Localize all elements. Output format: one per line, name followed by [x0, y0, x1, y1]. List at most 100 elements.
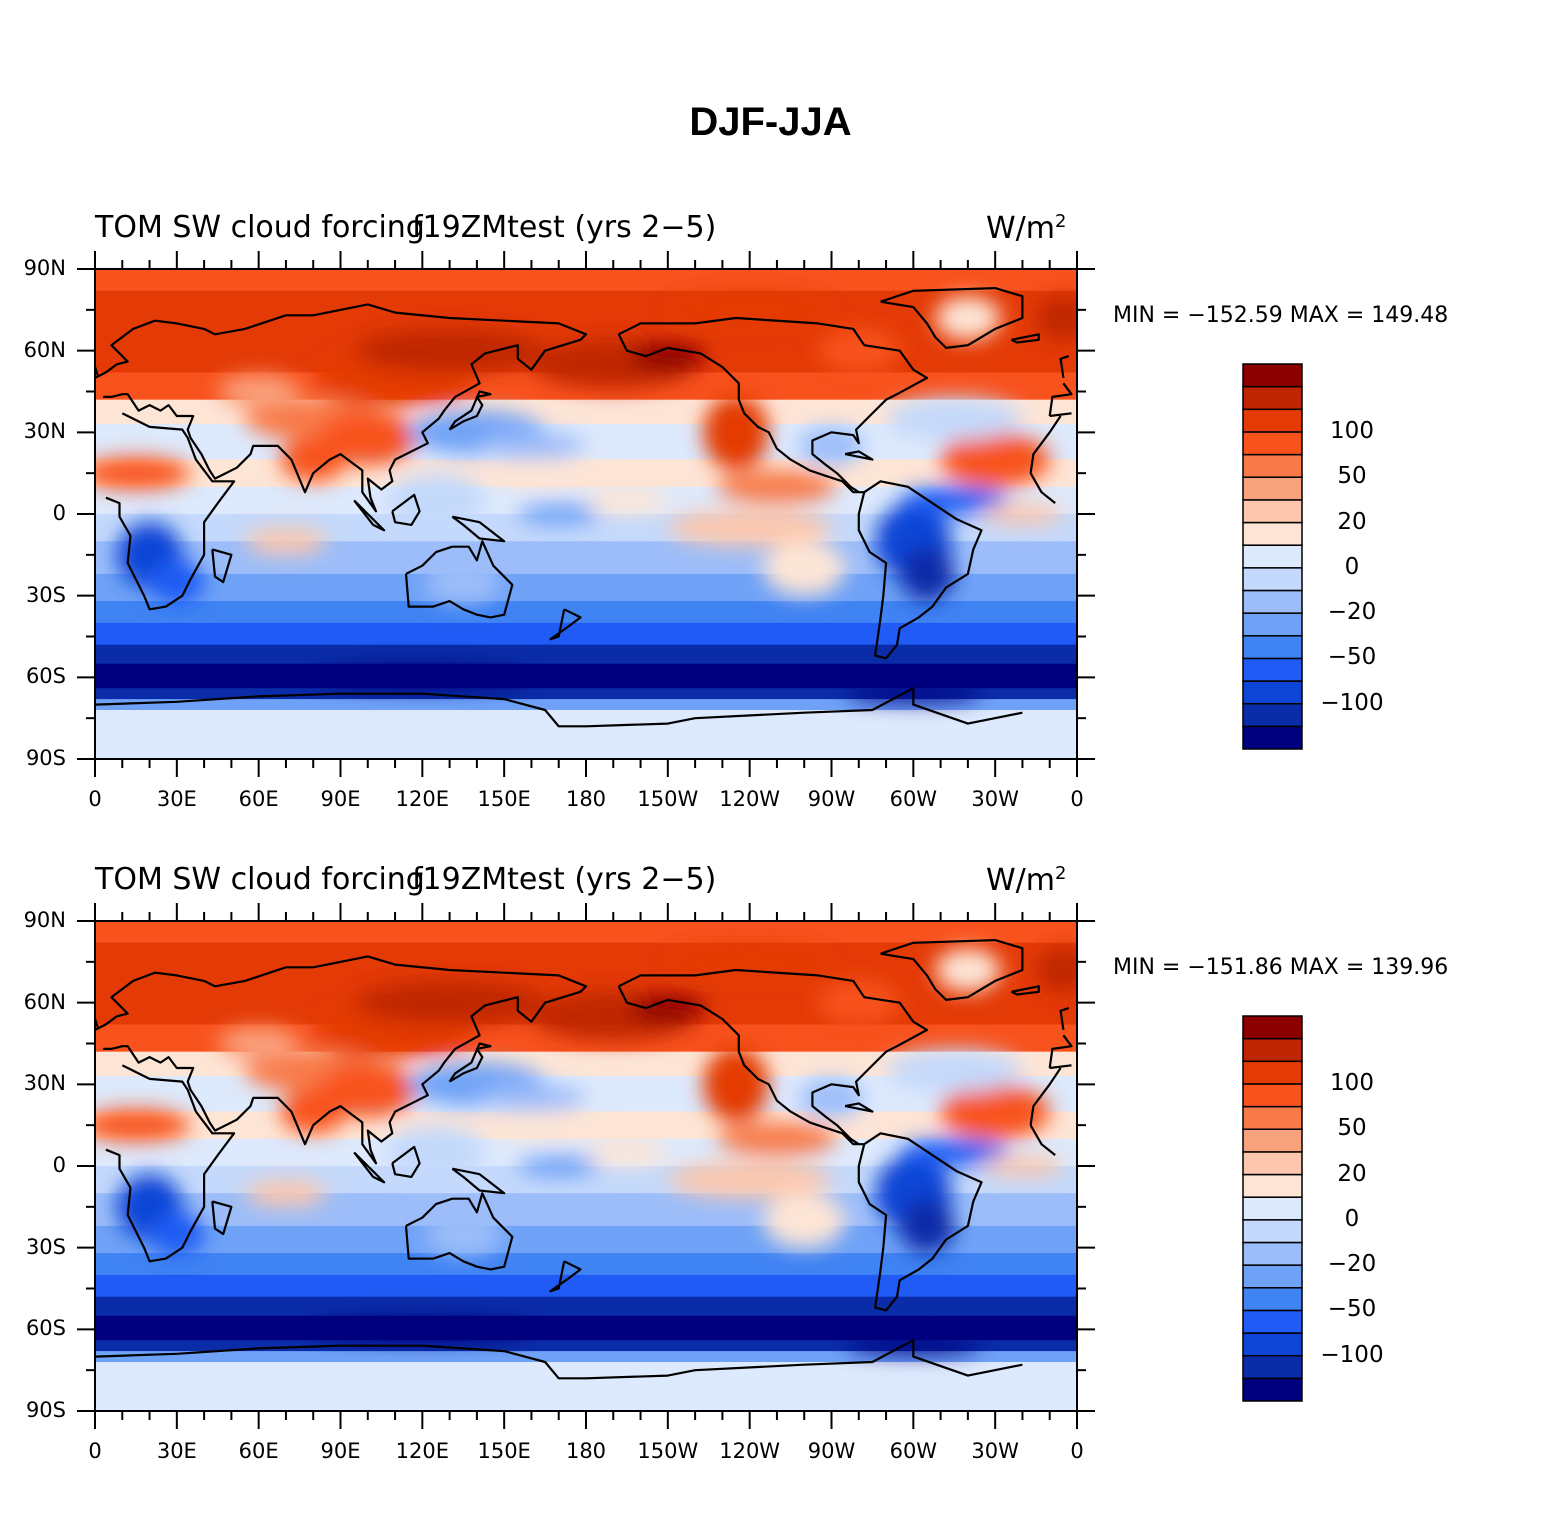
colorbar-box — [1242, 1354, 1303, 1380]
contour-region — [425, 560, 502, 604]
contour-band — [95, 1340, 1077, 1352]
lat-tick-label: 30N — [23, 1071, 66, 1096]
colorbar-label: −20 — [1327, 599, 1377, 626]
contour-region — [667, 293, 832, 327]
colorbar-box — [1242, 1332, 1303, 1357]
coastline — [451, 515, 506, 543]
colorbar-box — [1242, 385, 1303, 411]
contour-region — [817, 980, 900, 1025]
colorbar-box — [1242, 635, 1303, 660]
lat-tick-label: 0 — [52, 1153, 66, 1177]
lon-tick-label: 30W — [971, 1439, 1019, 1463]
colorbar-label: 0 — [1344, 1205, 1360, 1232]
colorbar-box — [1242, 1060, 1303, 1085]
coastline — [1059, 1007, 1070, 1031]
colorbar-box — [1242, 1015, 1303, 1040]
contour-region — [313, 1318, 532, 1341]
contour-region — [386, 1125, 486, 1180]
lat-tick-label: 90N — [23, 908, 66, 932]
colorbar-box — [1242, 1083, 1303, 1108]
coastline — [1048, 382, 1073, 417]
contour-region — [817, 328, 900, 373]
contour-region — [318, 1062, 417, 1117]
contour-band — [95, 1351, 1077, 1363]
lat-tick-label: 60S — [25, 664, 66, 689]
colorbar-box — [1242, 544, 1303, 569]
coastlines — [95, 286, 1073, 728]
contour-region — [763, 1193, 846, 1248]
lat-tick-label: 90N — [23, 256, 66, 280]
contour-region — [981, 503, 1064, 525]
contour-region — [1036, 948, 1077, 992]
contour-region — [886, 1048, 1023, 1093]
colorbar-box — [1242, 567, 1303, 592]
colorbar-label: −100 — [1320, 1341, 1384, 1368]
contour-region — [313, 666, 532, 689]
contour-region — [899, 486, 1009, 514]
coastline — [353, 1151, 386, 1184]
lon-tick-label: 60E — [238, 1439, 279, 1463]
coastline — [105, 412, 236, 611]
contour-region — [386, 473, 486, 528]
units-text: W/m — [986, 863, 1055, 898]
colorbar-box — [1242, 476, 1303, 501]
contour-region — [667, 508, 832, 547]
lon-tick-label: 150W — [637, 1439, 699, 1463]
coastline — [1029, 1067, 1062, 1126]
contour-band — [95, 699, 1077, 711]
contour-region — [517, 503, 600, 525]
contour-region — [886, 396, 1023, 441]
colorbar-box — [1242, 1173, 1303, 1198]
coastline — [844, 450, 874, 461]
lat-tick-label: 0 — [52, 501, 66, 525]
panel-units: W/m2 — [986, 213, 1066, 244]
contour-band — [95, 1296, 1077, 1317]
colorbar-box — [1242, 725, 1303, 750]
lon-tick-label: 90E — [320, 787, 361, 811]
lon-tick-label: 120E — [395, 1439, 449, 1463]
colorbar-box — [1242, 657, 1303, 682]
colorbar-label: −20 — [1327, 1251, 1377, 1278]
coastline — [391, 1145, 421, 1178]
coastline — [95, 1344, 586, 1380]
contour-region — [667, 945, 832, 979]
units-superscript: 2 — [1055, 211, 1067, 232]
lon-tick-label: 0 — [88, 787, 102, 811]
map-plot — [77, 903, 1303, 1429]
colorbar-box — [1242, 499, 1303, 524]
contour-region — [703, 1046, 769, 1123]
coastline — [585, 1339, 1023, 1380]
coastline — [880, 286, 1024, 349]
filled-contours — [95, 269, 1077, 759]
contour-band — [95, 663, 1077, 689]
colorbar-label: 20 — [1337, 508, 1367, 535]
lon-tick-label: 0 — [1070, 1439, 1084, 1463]
lat-tick-label: 90S — [25, 1398, 66, 1422]
colorbar-box — [1242, 1219, 1303, 1244]
coastline — [1011, 333, 1040, 344]
colorbar-box — [1242, 1151, 1303, 1176]
axis-ticks — [77, 903, 1095, 1429]
contour-region — [763, 541, 846, 596]
contour-region — [245, 1179, 327, 1207]
contour-region — [586, 486, 668, 514]
contour-region — [1036, 296, 1077, 340]
colorbar-label: 0 — [1344, 553, 1360, 580]
coastline — [1059, 355, 1070, 379]
contour-region — [899, 1138, 1009, 1166]
contour-region — [476, 1084, 586, 1112]
coastline — [1011, 985, 1040, 996]
lon-tick-label: 90W — [807, 1439, 856, 1463]
coastline — [404, 540, 514, 619]
colorbar-box — [1242, 1105, 1303, 1130]
contour-region — [703, 394, 769, 471]
colorbar-label: 100 — [1330, 1069, 1374, 1096]
contour-region — [629, 994, 707, 1022]
colorbar-label: 20 — [1337, 1160, 1367, 1187]
coastline — [353, 499, 386, 532]
coastline — [617, 316, 929, 494]
contour-region — [149, 560, 205, 604]
contour-band — [95, 269, 1077, 292]
coastline — [391, 493, 421, 526]
colorbar-box — [1242, 1128, 1303, 1153]
